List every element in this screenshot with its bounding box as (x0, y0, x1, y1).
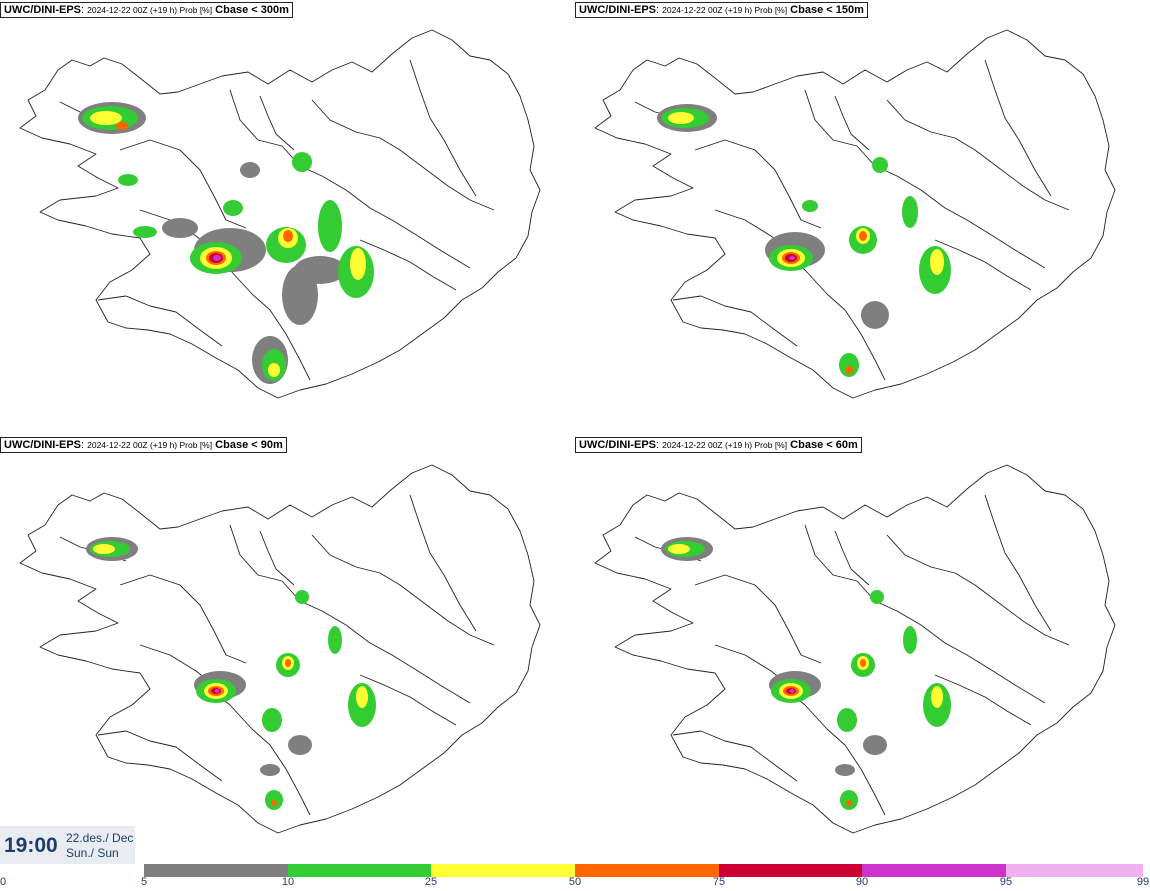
panel-title: UWC/DINI-EPS: 2024-12-22 00Z (+19 h) Pro… (0, 2, 293, 18)
legend-tick-label: 0 (0, 876, 7, 888)
prob-field (657, 104, 951, 377)
legend-swatch (575, 864, 719, 877)
model-name: UWC/DINI-EPS (579, 439, 656, 451)
legend-swatch (719, 864, 862, 877)
valid-time: 19:00 (4, 834, 58, 857)
legend-tick-label: 75 (712, 876, 726, 888)
variable-name: Cbase < 90m (215, 439, 283, 451)
iceland-map (19, 464, 541, 834)
prob-field (661, 537, 951, 810)
legend-tick-label: 95 (999, 876, 1013, 888)
prob-field (86, 537, 376, 810)
legend-swatch (862, 864, 1006, 877)
variable-name: Cbase < 300m (215, 4, 289, 16)
map-panel-90m: UWC/DINI-EPS: 2024-12-22 00Z (+19 h) Pro… (0, 435, 575, 870)
variable-name: Cbase < 60m (790, 439, 858, 451)
run-info: 2024-12-22 00Z (+19 h) Prob [%] (87, 5, 213, 15)
legend-tick-label: 50 (568, 876, 582, 888)
variable-name: Cbase < 150m (790, 4, 864, 16)
valid-date: 22.des./ Dec (66, 831, 134, 845)
prob-field (78, 102, 374, 384)
legend-tick-label: 99 (1136, 876, 1150, 888)
legend-swatch (144, 864, 288, 877)
run-info: 2024-12-22 00Z (+19 h) Prob [%] (662, 5, 788, 15)
map-panel-150m: UWC/DINI-EPS: 2024-12-22 00Z (+19 h) Pro… (575, 0, 1150, 435)
panel-title: UWC/DINI-EPS: 2024-12-22 00Z (+19 h) Pro… (0, 437, 287, 453)
model-name: UWC/DINI-EPS (579, 4, 656, 16)
color-legend: 0 5 10 25 50 75 90 95 99 (0, 862, 1150, 891)
model-name: UWC/DINI-EPS (4, 4, 81, 16)
model-name: UWC/DINI-EPS (4, 439, 81, 451)
panel-title: UWC/DINI-EPS: 2024-12-22 00Z (+19 h) Pro… (575, 2, 868, 18)
legend-swatch (1006, 864, 1143, 877)
legend-tick-label: 90 (855, 876, 869, 888)
map-panel-300m: UWC/DINI-EPS: 2024-12-22 00Z (+19 h) Pro… (0, 0, 575, 435)
run-info: 2024-12-22 00Z (+19 h) Prob [%] (662, 440, 788, 450)
run-info: 2024-12-22 00Z (+19 h) Prob [%] (87, 440, 213, 450)
legend-tick-label: 5 (140, 876, 148, 888)
legend-tick-label: 10 (281, 876, 295, 888)
iceland-map (594, 464, 1116, 834)
legend-swatch (288, 864, 431, 877)
iceland-map (594, 29, 1116, 399)
legend-tick-label: 25 (424, 876, 438, 888)
legend-swatch (431, 864, 575, 877)
map-panel-60m: UWC/DINI-EPS: 2024-12-22 00Z (+19 h) Pro… (575, 435, 1150, 870)
valid-weekday: Sun./ Sun (66, 846, 119, 860)
valid-time-box: 19:00 22.des./ Dec Sun./ Sun (0, 826, 135, 864)
panel-title: UWC/DINI-EPS: 2024-12-22 00Z (+19 h) Pro… (575, 437, 862, 453)
iceland-map (19, 29, 541, 399)
